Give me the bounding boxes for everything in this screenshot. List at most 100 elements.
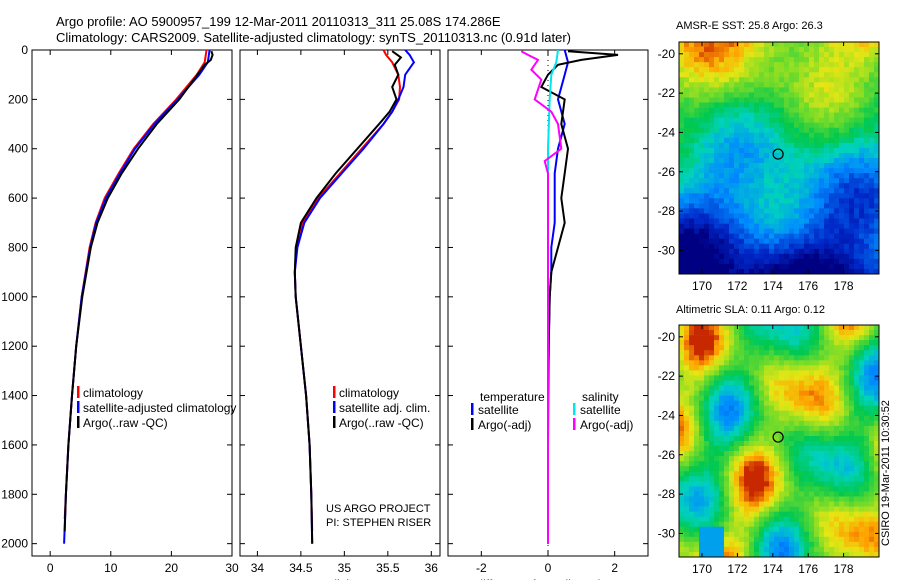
map-cell — [779, 168, 785, 174]
map-cell — [709, 516, 715, 523]
map-cell — [859, 340, 865, 346]
map-cell — [684, 330, 690, 336]
annotation-text: PI: STEPHEN RISER — [326, 517, 431, 529]
map-cell — [844, 67, 850, 73]
map-cell — [679, 400, 685, 407]
x-tick-label: 0 — [545, 561, 552, 575]
map-cell — [804, 97, 810, 103]
map-cell — [804, 168, 810, 174]
map-cell — [684, 345, 690, 351]
map-cell — [799, 228, 805, 234]
map-cell — [814, 380, 820, 386]
map-cell — [789, 526, 795, 533]
map-cell — [754, 466, 760, 472]
map-cell — [754, 405, 760, 412]
map-cell — [734, 375, 740, 381]
map-cell — [804, 208, 810, 214]
map-cell — [829, 269, 835, 275]
map-cell — [869, 385, 875, 391]
map-cell — [774, 188, 780, 194]
map-cell — [844, 552, 850, 558]
map-cell — [814, 355, 820, 361]
map-cell — [724, 511, 730, 517]
map-cell — [734, 269, 740, 275]
map-cell — [749, 350, 755, 356]
map-cell — [749, 425, 755, 432]
map-cell — [744, 42, 750, 48]
legend-swatch — [77, 386, 80, 398]
map-cell — [684, 461, 690, 467]
map-cell — [704, 158, 710, 164]
map-cell — [794, 269, 800, 275]
map-cell — [854, 87, 860, 93]
map-cell — [749, 122, 755, 129]
map-cell — [759, 173, 765, 179]
map-cell — [859, 62, 865, 68]
map-cell — [729, 198, 735, 204]
map-cell — [849, 107, 855, 113]
map-cell — [824, 168, 830, 174]
map-cell — [774, 163, 780, 169]
map-cell — [689, 132, 695, 139]
map-cell — [784, 531, 790, 538]
map-cell — [694, 420, 700, 427]
map-cell — [729, 203, 735, 209]
map-cell — [809, 471, 815, 477]
series-line — [63, 49, 208, 520]
map-cell — [814, 102, 820, 108]
map-cell — [844, 461, 850, 467]
map-cell — [714, 365, 720, 371]
map-cell — [689, 188, 695, 194]
map-cell — [794, 466, 800, 472]
map-cell — [864, 345, 870, 351]
map-cell — [819, 263, 825, 270]
map-cell — [849, 325, 855, 331]
map-cell — [739, 183, 745, 189]
map-cell — [739, 461, 745, 467]
map-cell — [744, 112, 750, 118]
map-cell — [764, 521, 770, 528]
map-cell — [729, 173, 735, 179]
map-cell — [819, 471, 825, 477]
map-cell — [774, 370, 780, 376]
map-cell — [679, 117, 685, 124]
x-tick-label: 35.5 — [376, 561, 400, 575]
map-cell — [704, 415, 710, 422]
map-cell — [834, 92, 840, 98]
map-cell — [714, 451, 720, 457]
map-cell — [814, 163, 820, 169]
map-cell — [734, 67, 740, 73]
map-cell — [719, 67, 725, 73]
map-cell — [714, 340, 720, 346]
map-cell — [734, 501, 740, 507]
map-cell — [699, 446, 705, 452]
map-cell — [829, 375, 835, 381]
map-cell — [824, 491, 830, 497]
map-cell — [849, 461, 855, 467]
map-cell — [714, 446, 720, 452]
map-cell — [849, 516, 855, 523]
map-cell — [679, 516, 685, 523]
map-cell — [744, 137, 750, 144]
map-cell — [824, 72, 830, 78]
map-cell — [679, 536, 685, 543]
map-cell — [804, 436, 810, 442]
map-cell — [774, 77, 780, 83]
map-cell — [729, 233, 735, 240]
map-cell — [694, 269, 700, 275]
map-cell — [679, 390, 685, 396]
map-cell — [854, 430, 860, 437]
map-cell — [709, 355, 715, 361]
map-cell — [744, 526, 750, 533]
map-cell — [709, 375, 715, 381]
map-cell — [679, 395, 685, 401]
map-cell — [764, 213, 770, 219]
map-cell — [704, 112, 710, 118]
map-cell — [789, 163, 795, 169]
map-cell — [819, 531, 825, 538]
map-cell — [699, 536, 705, 543]
map-cell — [729, 325, 735, 331]
map-cell — [854, 521, 860, 528]
map-cell — [839, 42, 845, 48]
map-cell — [724, 127, 730, 134]
